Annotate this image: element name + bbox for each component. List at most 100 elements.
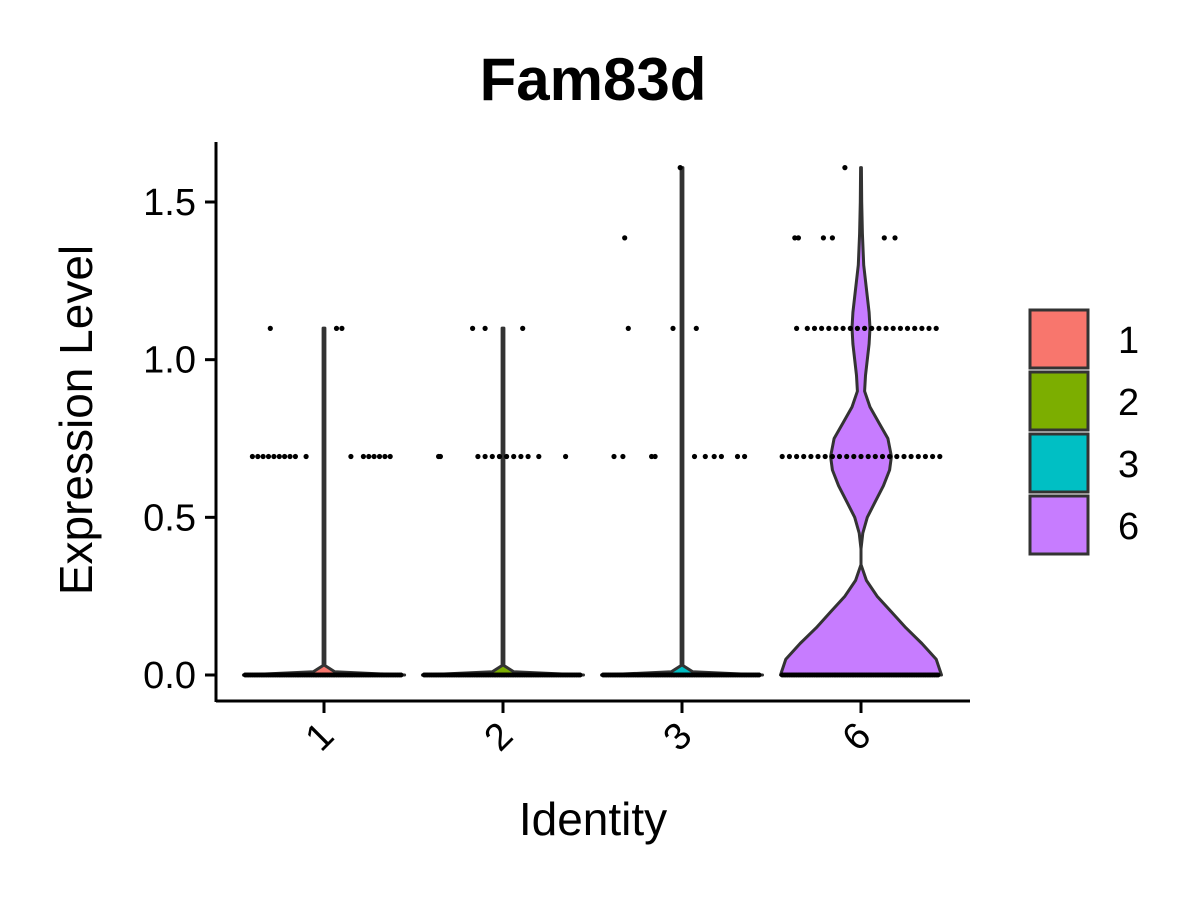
- data-point: [387, 453, 393, 460]
- data-point: [718, 453, 725, 460]
- data-point: [398, 672, 404, 678]
- data-point: [919, 325, 925, 331]
- x-tick-label: 2: [477, 715, 522, 760]
- data-point: [842, 165, 848, 171]
- data-point: [815, 453, 821, 460]
- data-point: [282, 453, 288, 460]
- data-point: [756, 672, 762, 678]
- y-tick-label: 0.0: [143, 655, 196, 697]
- data-point: [711, 453, 717, 460]
- data-point: [808, 453, 814, 460]
- data-point: [811, 325, 818, 331]
- data-point: [836, 453, 843, 460]
- data-point: [366, 453, 372, 460]
- data-point: [437, 453, 443, 460]
- data-point: [930, 453, 936, 460]
- data-point: [271, 453, 277, 460]
- data-point: [786, 453, 793, 460]
- data-point: [901, 453, 907, 460]
- data-point: [339, 325, 345, 331]
- data-point: [525, 453, 531, 460]
- data-point: [563, 453, 569, 460]
- chart-title: Fam83d: [480, 46, 707, 113]
- violin-3: [600, 166, 764, 677]
- plot-area: [241, 165, 943, 678]
- data-point: [376, 453, 383, 460]
- data-point: [292, 453, 298, 460]
- data-point: [879, 453, 886, 460]
- data-point: [887, 453, 893, 460]
- data-point: [691, 453, 698, 460]
- data-point: [922, 453, 929, 460]
- data-point: [536, 453, 542, 460]
- violin-group-3: [600, 165, 764, 678]
- data-point: [819, 325, 825, 331]
- data-point: [840, 325, 846, 331]
- data-point: [820, 235, 827, 241]
- data-point: [742, 453, 748, 460]
- data-point: [829, 235, 836, 241]
- data-point: [892, 235, 898, 241]
- data-point: [267, 325, 273, 331]
- data-point: [794, 325, 800, 331]
- data-point: [804, 325, 810, 331]
- data-point: [333, 325, 340, 331]
- data-point: [622, 235, 628, 241]
- data-point: [795, 235, 802, 241]
- data-point: [833, 325, 839, 331]
- data-point: [844, 453, 850, 460]
- data-point: [255, 453, 261, 460]
- x-tick-label: 3: [656, 715, 701, 760]
- data-point: [625, 325, 631, 331]
- points-2: [421, 325, 583, 678]
- data-point: [826, 325, 832, 331]
- legend-key-6: [1028, 494, 1090, 556]
- data-point: [652, 453, 658, 460]
- data-point: [912, 325, 918, 331]
- data-point: [482, 453, 488, 460]
- data-point: [862, 325, 868, 331]
- violin-group-2: [420, 325, 585, 678]
- legend-key-3: [1028, 432, 1090, 494]
- data-point: [908, 453, 914, 460]
- data-point: [801, 453, 807, 460]
- data-point: [935, 672, 941, 678]
- y-axis-ticks: 0.0 0.5 1.0 1.5: [143, 182, 216, 697]
- data-point: [518, 453, 524, 460]
- violin-2: [420, 326, 585, 677]
- legend-label-3: 3: [1118, 444, 1139, 486]
- points-6: [779, 165, 943, 678]
- data-point: [611, 453, 617, 460]
- data-point: [897, 325, 904, 331]
- data-point: [677, 165, 683, 171]
- data-point: [577, 672, 583, 678]
- data-point: [851, 453, 857, 460]
- data-point: [475, 453, 481, 460]
- data-point: [858, 453, 864, 460]
- y-tick-label: 1.0: [143, 340, 196, 382]
- data-point: [693, 325, 699, 331]
- data-point: [872, 453, 878, 460]
- x-axis-title: Identity: [519, 793, 667, 845]
- x-axis-ticks: 1 2 3 6: [298, 701, 879, 760]
- data-point: [869, 325, 875, 331]
- legend-key-1: [1028, 308, 1090, 370]
- violin-6: [779, 166, 943, 677]
- y-tick-label: 1.5: [143, 182, 196, 224]
- data-point: [904, 325, 911, 331]
- violin-group-1: [241, 325, 407, 678]
- data-point: [249, 453, 255, 460]
- data-point: [779, 453, 785, 460]
- data-point: [620, 453, 626, 460]
- data-point: [489, 453, 495, 460]
- data-point: [865, 453, 871, 460]
- data-point: [926, 325, 932, 331]
- data-point: [520, 325, 526, 331]
- data-point: [894, 453, 900, 460]
- y-tick-label: 0.5: [143, 497, 196, 539]
- data-point: [265, 453, 272, 460]
- data-point: [371, 453, 377, 460]
- data-point: [276, 453, 282, 460]
- data-point: [829, 453, 836, 460]
